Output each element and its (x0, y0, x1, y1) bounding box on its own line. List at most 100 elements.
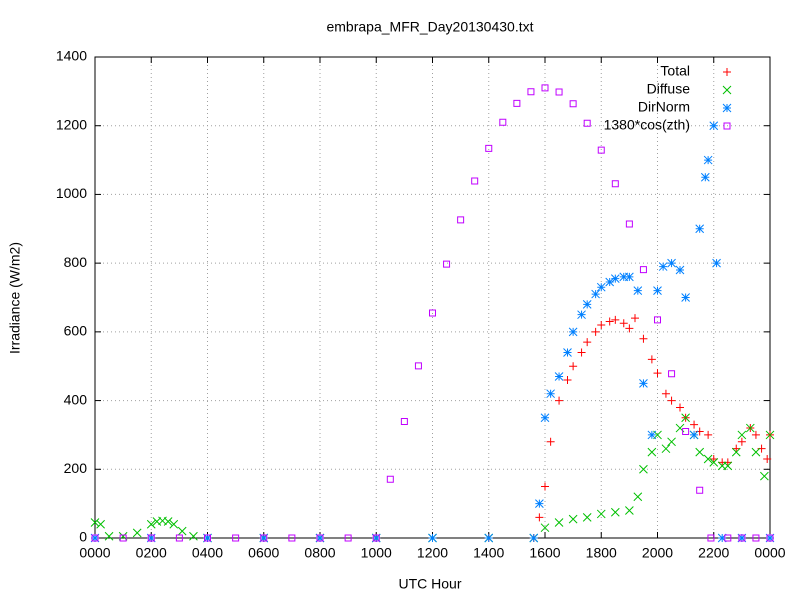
x-tick-label: 0000 (79, 545, 110, 561)
point (596, 282, 606, 292)
point (709, 121, 719, 131)
y-tick-label: 400 (64, 391, 88, 407)
point (654, 316, 661, 324)
point (631, 314, 639, 323)
point (619, 319, 628, 328)
point (546, 389, 555, 399)
point (738, 534, 746, 542)
point (675, 265, 685, 275)
x-tick-label: 2200 (698, 545, 729, 561)
point (541, 482, 549, 491)
point (414, 362, 422, 370)
y-axis-label: Irradiance (W/m2) (7, 242, 23, 354)
point (611, 180, 619, 188)
point (583, 119, 591, 127)
point (457, 216, 465, 224)
point (639, 379, 648, 388)
point (568, 514, 578, 524)
point (661, 444, 671, 454)
point (260, 534, 268, 542)
point (146, 533, 156, 543)
point (751, 447, 761, 457)
point (177, 526, 187, 536)
legend-marker (722, 103, 732, 113)
point (90, 518, 100, 527)
point (752, 534, 760, 542)
point (689, 430, 699, 440)
point (535, 513, 544, 522)
point (610, 274, 620, 283)
point (119, 534, 127, 542)
point (484, 533, 494, 543)
x-tick-label: 0400 (192, 545, 223, 561)
point (709, 458, 719, 467)
point (653, 286, 662, 295)
point (583, 338, 592, 347)
point (633, 286, 643, 295)
x-tick-label: 0800 (304, 545, 335, 561)
y-tick-label: 1000 (56, 185, 87, 201)
point (661, 389, 670, 398)
point (443, 260, 451, 268)
point (316, 534, 324, 542)
legend-marker (723, 68, 731, 76)
y-tick-label: 1200 (56, 116, 87, 132)
point (96, 519, 105, 529)
point (723, 461, 733, 471)
x-tick-label: 1600 (529, 545, 560, 561)
point (163, 517, 173, 526)
point (597, 146, 605, 154)
point (625, 272, 634, 282)
point (709, 454, 718, 463)
x-tick-label: 0000 (754, 545, 785, 561)
y-tick-label: 600 (64, 323, 88, 339)
point (667, 258, 676, 268)
point (204, 534, 211, 542)
point (577, 348, 586, 357)
point (682, 427, 690, 435)
point (485, 144, 493, 152)
point (91, 534, 99, 542)
point (596, 509, 606, 519)
point (569, 362, 578, 371)
point (676, 403, 684, 412)
point (703, 454, 713, 464)
point (175, 534, 183, 542)
x-tick-label: 1200 (417, 545, 448, 561)
point (745, 423, 755, 433)
point (540, 413, 550, 423)
point (568, 327, 578, 337)
point (737, 437, 746, 446)
y-tick-label: 1400 (56, 48, 87, 64)
point (647, 430, 657, 440)
point (429, 309, 436, 317)
point (232, 534, 240, 542)
legend-marker (722, 85, 732, 95)
point (597, 320, 606, 329)
point (704, 430, 713, 439)
point (681, 293, 690, 302)
point (766, 534, 774, 542)
legend-marker (723, 122, 731, 130)
point (700, 172, 710, 182)
legend-label: Diffuse (647, 81, 691, 97)
point (563, 375, 572, 384)
x-tick-label: 1800 (586, 545, 617, 561)
point (647, 355, 656, 364)
point (611, 315, 620, 324)
point (259, 533, 269, 543)
point (315, 533, 325, 543)
point (471, 177, 479, 185)
point (737, 533, 747, 543)
point (513, 99, 521, 107)
legend-label: DirNorm (638, 99, 690, 115)
legend-label: 1380*cos(zth) (604, 117, 690, 133)
point (386, 475, 394, 483)
point (763, 454, 772, 463)
y-tick-label: 0 (79, 529, 87, 545)
point (535, 499, 544, 508)
x-tick-label: 0200 (136, 545, 167, 561)
point (189, 531, 198, 541)
point (529, 533, 539, 543)
